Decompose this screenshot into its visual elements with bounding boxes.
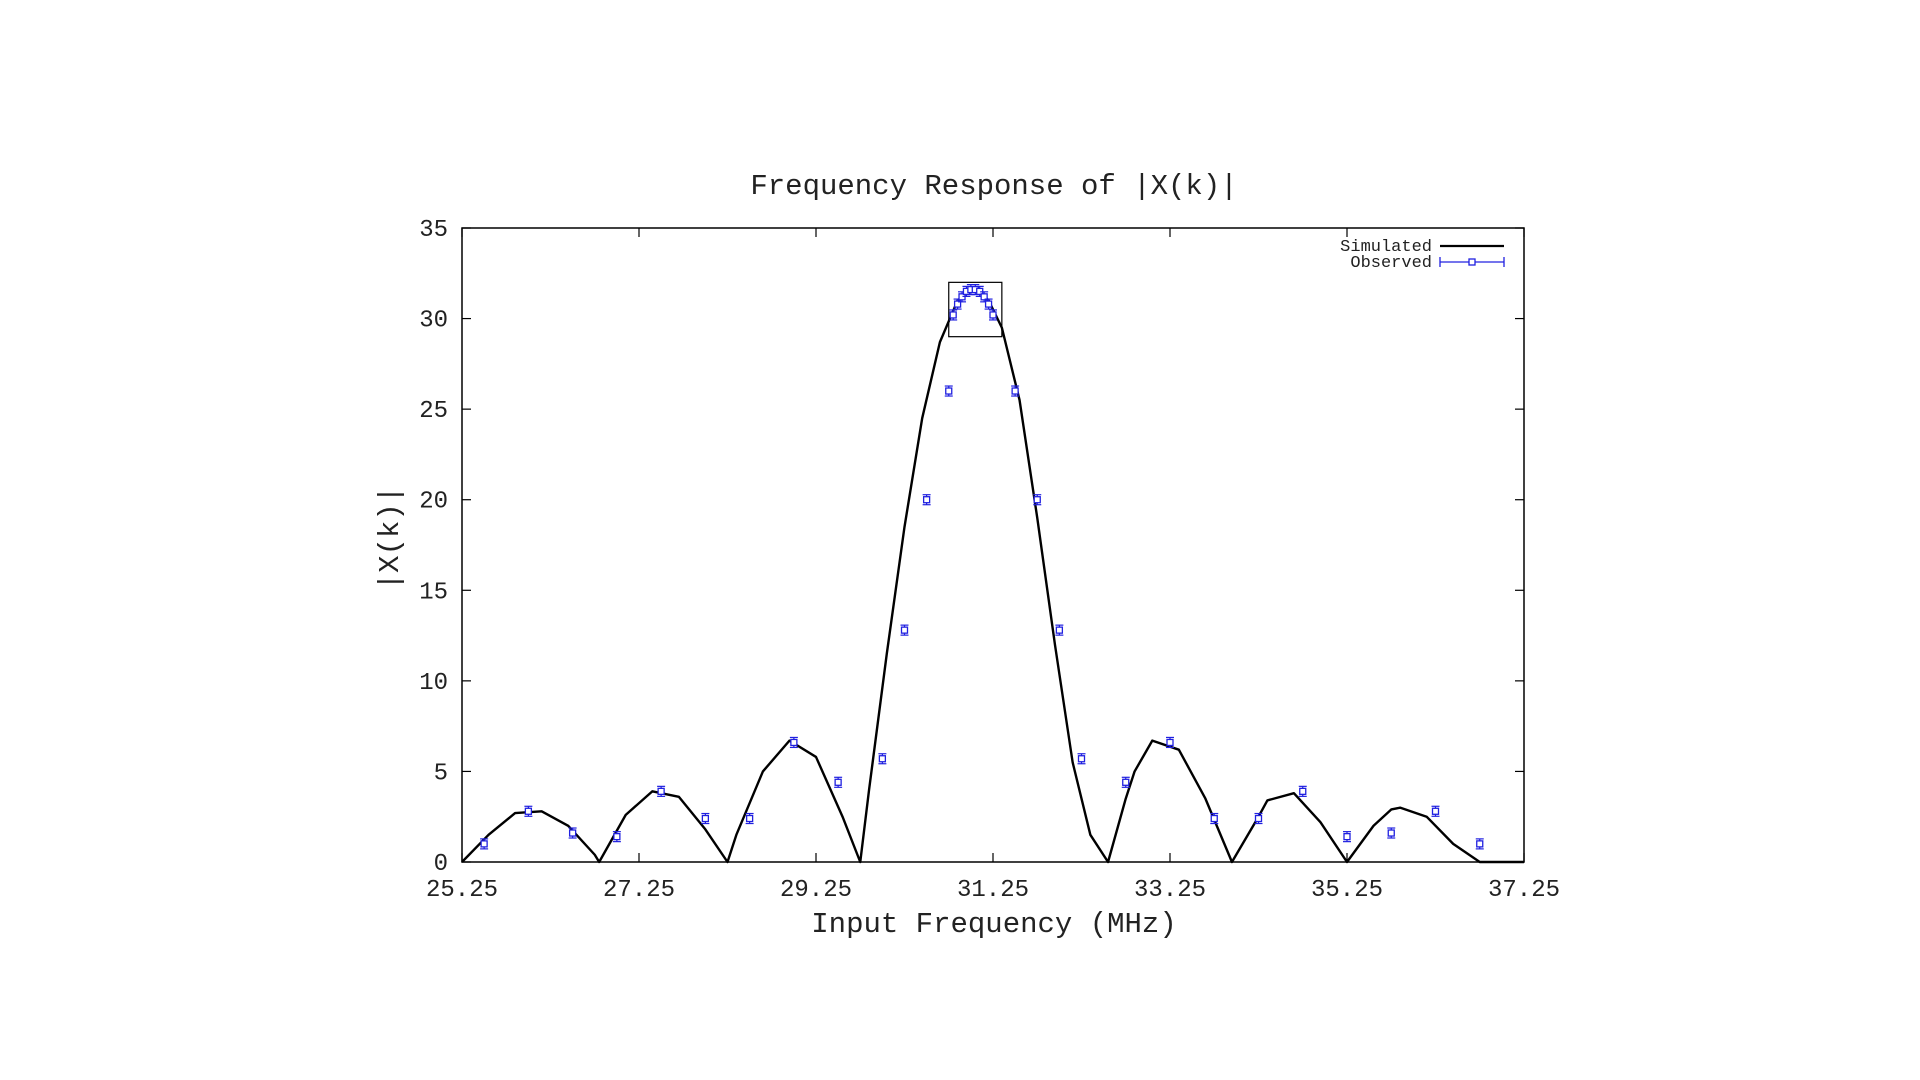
point-marker xyxy=(1387,829,1395,837)
observed-point xyxy=(789,736,798,749)
x-tick-label: 25.25 xyxy=(426,877,498,904)
observed-point xyxy=(1077,753,1086,765)
point-marker xyxy=(1210,814,1218,823)
point-marker xyxy=(1055,626,1064,634)
point-marker xyxy=(989,311,997,319)
y-tick-label: 15 xyxy=(419,579,448,606)
x-axis-label: Input Frequency (MHz) xyxy=(811,908,1176,941)
y-axis-label: |X(k)| xyxy=(374,486,407,590)
point-marker xyxy=(1254,814,1263,823)
x-tick-label: 27.25 xyxy=(603,877,675,904)
observed-point xyxy=(1431,805,1440,817)
observed-point xyxy=(949,309,958,321)
observed-point xyxy=(1033,494,1042,506)
y-tick-label: 0 xyxy=(434,851,448,878)
point-marker xyxy=(701,814,710,823)
observed-point xyxy=(834,776,843,788)
observed-point xyxy=(966,283,975,296)
observed-point xyxy=(1011,385,1020,397)
x-tick-label: 33.25 xyxy=(1134,877,1206,904)
point-marker xyxy=(1011,387,1019,395)
observed-point xyxy=(480,838,489,850)
y-tick-label: 10 xyxy=(419,670,448,697)
plot-frame xyxy=(461,227,1525,863)
chart-title: Frequency Response of |X(k)| xyxy=(750,170,1237,203)
point-marker xyxy=(1431,807,1440,815)
point-marker xyxy=(524,807,533,815)
point-marker xyxy=(1343,832,1351,841)
legend-label-simulated: Simulated xyxy=(1340,238,1432,257)
observed-series xyxy=(480,283,1484,850)
observed-point xyxy=(701,812,710,825)
observed-point xyxy=(524,805,533,817)
point-marker xyxy=(878,755,887,763)
observed-point xyxy=(878,753,887,765)
observed-point xyxy=(745,812,754,825)
y-tick-label: 35 xyxy=(419,217,448,244)
observed-point xyxy=(989,309,997,321)
point-marker xyxy=(790,738,798,747)
point-marker xyxy=(834,778,842,786)
zoom-rectangle xyxy=(948,281,1003,338)
point-marker xyxy=(945,387,953,395)
point-marker xyxy=(1299,787,1307,796)
observed-point xyxy=(1343,831,1351,843)
observed-point xyxy=(612,831,621,843)
observed-point xyxy=(1387,827,1396,839)
observed-point xyxy=(944,385,953,397)
observed-point xyxy=(1055,624,1064,636)
simulated-series xyxy=(461,288,1524,864)
x-tick-label: 29.25 xyxy=(780,877,852,904)
observed-point xyxy=(1298,785,1307,797)
zoom-box xyxy=(948,281,1003,338)
point-marker xyxy=(613,832,621,841)
observed-point xyxy=(953,298,962,310)
point-marker xyxy=(949,311,957,319)
point-marker xyxy=(657,787,665,796)
point-marker xyxy=(1166,738,1174,747)
observed-point xyxy=(1210,812,1219,825)
y-tick-label: 5 xyxy=(434,760,448,787)
point-marker xyxy=(984,300,993,308)
point-marker xyxy=(1033,496,1041,504)
x-tick-label: 35.25 xyxy=(1311,877,1383,904)
x-tick-label: 31.25 xyxy=(957,877,1029,904)
simulated-line xyxy=(461,288,1524,864)
point-marker xyxy=(980,293,988,301)
point-marker xyxy=(953,300,962,308)
observed-point xyxy=(1121,776,1130,788)
observed-point xyxy=(922,494,931,506)
observed-point xyxy=(980,291,989,303)
point-marker xyxy=(1077,755,1086,763)
observed-point xyxy=(984,298,993,310)
axis-ticks: 25.25 27.25 29.25 31.25 33.25 35.25 37.25 0 5 10 1… xyxy=(419,217,1560,904)
point-marker xyxy=(1122,778,1130,786)
y-tick-label: 30 xyxy=(419,308,448,335)
x-tick-label: 37.25 xyxy=(1488,877,1560,904)
observed-point xyxy=(1254,812,1263,825)
point-marker xyxy=(1476,840,1484,848)
point-marker xyxy=(480,840,488,848)
point-marker xyxy=(568,829,577,837)
point-marker xyxy=(745,814,754,823)
legend-marker-observed xyxy=(1468,258,1476,266)
observed-point xyxy=(1475,838,1484,850)
observed-point xyxy=(958,291,967,303)
point-marker xyxy=(900,626,909,634)
observed-point xyxy=(900,624,909,636)
observed-point xyxy=(1166,736,1174,749)
y-tick-label: 25 xyxy=(419,398,448,425)
legend-label-observed: Observed xyxy=(1350,254,1432,273)
point-marker xyxy=(922,496,931,504)
observed-point xyxy=(657,785,666,797)
y-tick-label: 20 xyxy=(419,489,448,516)
observed-point xyxy=(568,827,577,839)
